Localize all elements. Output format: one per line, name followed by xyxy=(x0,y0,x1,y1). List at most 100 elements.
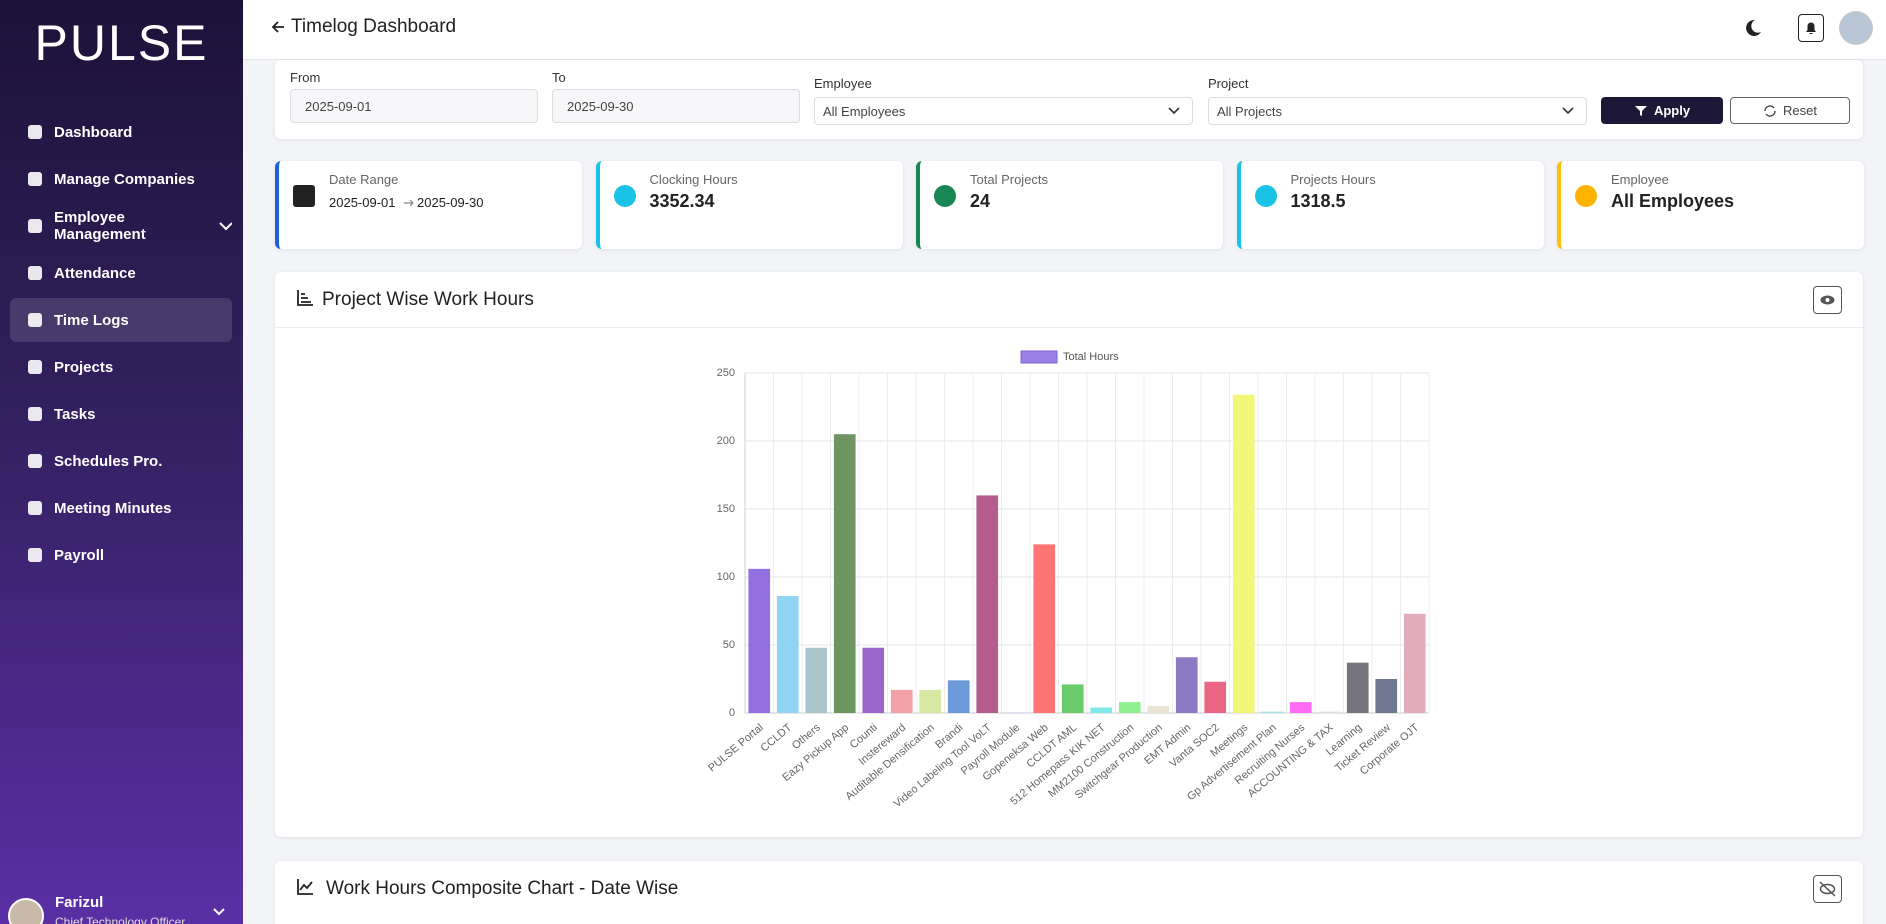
bar xyxy=(890,689,913,713)
header: Timelog Dashboard xyxy=(243,0,1886,60)
menu-icon xyxy=(28,407,42,421)
card-value: 2025-09-01 xyxy=(329,195,396,210)
user-chevron[interactable] xyxy=(212,907,226,917)
menu-icon xyxy=(28,266,42,280)
menu-item[interactable]: Tasks xyxy=(10,392,232,436)
bar xyxy=(1204,681,1227,713)
bar xyxy=(1147,706,1170,713)
apply-label: Apply xyxy=(1653,103,1691,118)
stat-card: Clocking Hours 3352.34 xyxy=(595,161,903,249)
menu-item[interactable]: Time Logs xyxy=(10,298,232,342)
range-arrow xyxy=(404,199,414,207)
employee-label: Employee xyxy=(814,76,872,91)
menu-icon xyxy=(28,454,42,468)
bar xyxy=(976,495,999,713)
y-tick-label: 200 xyxy=(717,435,735,447)
menu-icon xyxy=(28,501,42,515)
bar xyxy=(862,647,885,713)
card-icon xyxy=(1575,185,1597,207)
bar xyxy=(833,434,856,713)
bar xyxy=(1289,702,1312,713)
menu-label: Time Logs xyxy=(54,311,129,329)
y-tick-label: 100 xyxy=(717,571,735,583)
menu-item[interactable]: Schedules Pro. xyxy=(10,439,232,483)
bar xyxy=(1232,394,1255,713)
card-icon xyxy=(613,185,636,207)
card-value: 2025-09-30 xyxy=(417,195,484,210)
to-input[interactable]: 2025-09-30 xyxy=(552,89,800,123)
bar xyxy=(1061,684,1084,713)
logo: PULSE xyxy=(34,15,209,71)
theme-toggle[interactable] xyxy=(1743,18,1763,38)
user-avatar[interactable] xyxy=(8,898,44,924)
card-icon xyxy=(934,185,956,207)
bar xyxy=(805,647,828,713)
apply-button[interactable]: Apply xyxy=(1601,97,1723,124)
toggle-visibility[interactable] xyxy=(1813,286,1842,314)
x-tick-label: CCLDT xyxy=(759,721,795,754)
project-chevron xyxy=(1562,107,1574,115)
menu-label: Manage Companies xyxy=(54,170,195,188)
bar xyxy=(1090,707,1113,713)
menu-label: Projects xyxy=(54,358,114,376)
reset-label: Reset xyxy=(1783,103,1817,118)
bar xyxy=(1403,613,1426,713)
project-label: Project xyxy=(1208,76,1249,91)
menu-icon xyxy=(28,548,42,562)
project-select[interactable]: All Projects xyxy=(1208,97,1587,125)
composite-panel: Work Hours Composite Chart - Date Wise xyxy=(275,861,1863,924)
y-tick-label: 150 xyxy=(717,503,735,515)
menu-item[interactable]: Payroll xyxy=(10,533,232,577)
bar xyxy=(748,568,771,713)
menu-icon xyxy=(28,313,42,327)
menu-item[interactable]: Manage Companies xyxy=(10,157,232,201)
bar xyxy=(776,596,799,713)
y-tick-label: 0 xyxy=(729,707,735,719)
back-button[interactable] xyxy=(271,20,285,34)
card-icon xyxy=(293,185,315,207)
card-value: 1318.5 xyxy=(1290,191,1346,211)
menu-item[interactable]: Meeting Minutes xyxy=(10,486,232,530)
x-tick-label: PULSE Portal xyxy=(706,722,766,775)
card-label: Projects Hours xyxy=(1290,172,1376,187)
menu-item[interactable]: Projects xyxy=(10,345,232,389)
bar xyxy=(1033,544,1056,713)
menu-item[interactable]: Attendance xyxy=(10,251,232,295)
header-avatar[interactable] xyxy=(1839,11,1873,45)
to-label: To xyxy=(552,70,566,85)
legend-label: Total Hours xyxy=(1063,351,1119,363)
bar xyxy=(919,689,942,713)
line-icon xyxy=(297,879,313,895)
card-label: Total Projects xyxy=(970,172,1049,187)
toggle-visibility[interactable] xyxy=(1813,875,1842,903)
bar xyxy=(1375,679,1398,713)
panel-title: Project Wise Work Hours xyxy=(322,289,534,310)
user-name: Farizul xyxy=(55,894,104,911)
card-label: Date Range xyxy=(329,172,399,187)
menu-icon xyxy=(28,219,42,233)
from-label: From xyxy=(290,70,321,85)
menu-label: Dashboard xyxy=(54,123,133,141)
employee-select[interactable]: All Employees xyxy=(814,97,1193,125)
reset-button[interactable]: Reset xyxy=(1730,97,1850,124)
page-title: Timelog Dashboard xyxy=(291,16,457,37)
user-role: Chief Technology Officer xyxy=(55,915,186,924)
menu-label: Attendance xyxy=(54,264,136,282)
card-value: All Employees xyxy=(1611,191,1735,211)
stat-card: Employee All Employees xyxy=(1557,161,1864,249)
card-icon xyxy=(1254,185,1277,207)
menu-item[interactable]: Employee Management xyxy=(10,204,232,248)
employee-chevron xyxy=(1168,107,1180,115)
bar xyxy=(947,680,970,713)
from-input[interactable]: 2025-09-01 xyxy=(290,89,538,123)
notifications[interactable] xyxy=(1798,14,1824,42)
panel-divider xyxy=(275,327,1863,328)
menu-icon xyxy=(28,125,42,139)
menu-label: Payroll xyxy=(54,546,105,564)
menu-label: Tasks xyxy=(54,405,96,423)
menu-item[interactable]: Dashboard xyxy=(10,110,232,154)
menu-label: Employee Management xyxy=(54,209,146,243)
card-value: 3352.34 xyxy=(649,191,715,211)
legend-swatch xyxy=(1020,350,1058,364)
